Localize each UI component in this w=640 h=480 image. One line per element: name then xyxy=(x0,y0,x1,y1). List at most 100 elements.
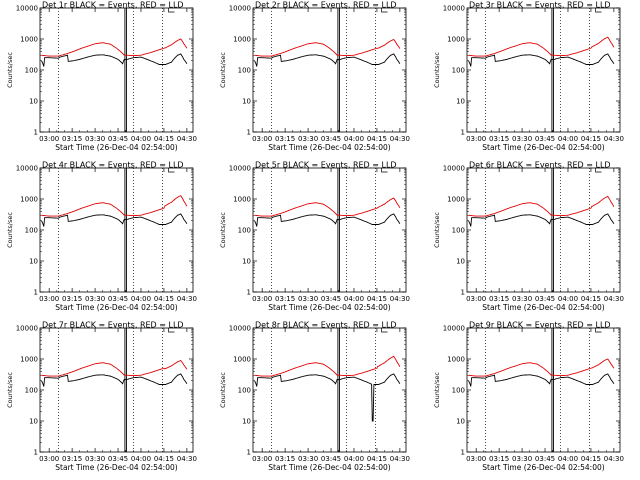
x-tick-label: 03:30 xyxy=(512,455,532,463)
y-tick-label: 10000 xyxy=(229,5,251,13)
y-tick-label: 10 xyxy=(456,258,465,266)
legend-bracket xyxy=(595,168,602,173)
series-line-lld xyxy=(41,195,188,217)
y-tick-label: 1 xyxy=(34,129,38,137)
x-tick-label: 03:30 xyxy=(85,455,105,463)
y-tick-label: 100 xyxy=(238,67,251,75)
series-line-lld xyxy=(468,36,615,57)
legend-bracket xyxy=(381,328,388,333)
series-line-events xyxy=(41,373,188,387)
x-tick-label: 03:15 xyxy=(62,135,82,143)
y-axis-label: Counts/sec xyxy=(6,372,14,408)
series-line-lld xyxy=(41,38,188,57)
chart-panel: Det 9r BLACK = Events, RED = LLD 1 10 100 10… xyxy=(433,321,624,473)
series-line-lld xyxy=(254,38,401,57)
x-tick-label: 04:30 xyxy=(390,455,410,463)
x-tick-label: 03:15 xyxy=(489,135,509,143)
y-tick-label: 100 xyxy=(25,67,38,75)
x-tick-label: 04:30 xyxy=(604,135,624,143)
y-tick-label: 1 xyxy=(34,289,38,297)
x-tick-label: 04:15 xyxy=(154,295,174,303)
y-tick-label: 100 xyxy=(452,387,465,395)
legend-bracket xyxy=(595,328,602,333)
x-tick-label: 04:30 xyxy=(177,295,197,303)
y-axis-label: Counts/sec xyxy=(433,212,441,248)
x-axis-label: Start Time (26-Dec-04 02:54:00) xyxy=(55,303,177,312)
x-tick-label: 04:15 xyxy=(581,295,601,303)
x-tick-label: 03:45 xyxy=(108,135,128,143)
plot-frame xyxy=(39,167,194,293)
x-tick-label: 04:00 xyxy=(131,135,151,143)
y-tick-label: 100 xyxy=(25,227,38,235)
y-tick-label: 1 xyxy=(247,289,251,297)
x-axis-label: Start Time (26-Dec-04 02:54:00) xyxy=(482,143,604,152)
series-line-events xyxy=(41,213,188,227)
panel-title: Det 8r BLACK = Events, RED = LLD xyxy=(255,321,397,330)
y-tick-label: 10000 xyxy=(16,325,38,333)
x-tick-label: 03:45 xyxy=(108,455,128,463)
plot-frame xyxy=(252,327,407,453)
y-tick-label: 1 xyxy=(461,449,465,457)
y-tick-label: 1 xyxy=(461,289,465,297)
x-tick-label: 04:30 xyxy=(604,455,624,463)
x-tick-label: 04:30 xyxy=(390,295,410,303)
plot-frame xyxy=(39,7,194,133)
x-tick-label: 03:00 xyxy=(39,295,59,303)
x-tick-label: 04:00 xyxy=(131,295,151,303)
plot-frame xyxy=(466,7,621,133)
legend-bracket xyxy=(168,8,175,13)
panel-title: Det 4r BLACK = Events, RED = LLD xyxy=(42,161,184,170)
x-tick-label: 03:00 xyxy=(252,135,272,143)
x-tick-label: 04:15 xyxy=(154,135,174,143)
plot-frame xyxy=(466,327,621,453)
chart-panel: Det 2r BLACK = Events, RED = LLD 1 10 100 10… xyxy=(219,1,410,153)
y-tick-label: 10 xyxy=(29,258,38,266)
series-line-events xyxy=(254,373,401,422)
series-line-lld xyxy=(41,359,188,377)
x-tick-label: 03:45 xyxy=(321,295,341,303)
y-tick-label: 1000 xyxy=(233,356,251,364)
x-axis-label: Start Time (26-Dec-04 02:54:00) xyxy=(268,143,390,152)
y-tick-label: 10 xyxy=(242,418,251,426)
y-tick-label: 1 xyxy=(461,129,465,137)
x-tick-label: 04:15 xyxy=(367,455,387,463)
chart-panel: Det 4r BLACK = Events, RED = LLD 1 10 100 10… xyxy=(6,161,197,313)
x-tick-label: 03:30 xyxy=(298,455,318,463)
y-tick-label: 10 xyxy=(29,418,38,426)
y-tick-label: 1000 xyxy=(447,196,465,204)
x-axis-label: Start Time (26-Dec-04 02:54:00) xyxy=(482,303,604,312)
x-tick-label: 03:15 xyxy=(275,455,295,463)
y-tick-label: 10000 xyxy=(16,165,38,173)
plot-frame xyxy=(39,327,194,453)
y-tick-label: 10000 xyxy=(443,5,465,13)
y-tick-label: 100 xyxy=(25,387,38,395)
panel-title: Det 3r BLACK = Events, RED = LLD xyxy=(469,1,611,10)
chart-panel: Det 7r BLACK = Events, RED = LLD 1 10 100 10… xyxy=(6,321,197,473)
x-tick-label: 03:45 xyxy=(535,455,555,463)
x-tick-label: 03:15 xyxy=(62,455,82,463)
x-tick-label: 04:00 xyxy=(344,455,364,463)
x-tick-label: 04:30 xyxy=(177,135,197,143)
series-line-lld xyxy=(254,355,401,377)
x-axis-label: Start Time (26-Dec-04 02:54:00) xyxy=(268,463,390,472)
x-tick-label: 03:30 xyxy=(85,295,105,303)
y-tick-label: 1000 xyxy=(20,196,38,204)
y-tick-label: 1 xyxy=(34,449,38,457)
x-tick-label: 03:15 xyxy=(62,295,82,303)
chart-panel: Det 8r BLACK = Events, RED = LLD 1 10 100 10… xyxy=(219,321,410,473)
x-tick-label: 04:15 xyxy=(154,455,174,463)
y-tick-label: 1000 xyxy=(447,36,465,44)
y-tick-label: 10 xyxy=(456,418,465,426)
x-tick-label: 04:00 xyxy=(558,295,578,303)
y-tick-label: 10000 xyxy=(443,165,465,173)
x-tick-label: 03:30 xyxy=(512,295,532,303)
x-tick-label: 03:00 xyxy=(466,455,486,463)
series-line-lld xyxy=(254,197,401,217)
x-tick-label: 03:00 xyxy=(252,455,272,463)
x-tick-label: 04:00 xyxy=(558,455,578,463)
x-tick-label: 03:00 xyxy=(252,295,272,303)
series-line-events xyxy=(468,373,615,387)
y-tick-label: 1000 xyxy=(20,36,38,44)
y-tick-label: 10 xyxy=(29,98,38,106)
y-tick-label: 10000 xyxy=(443,325,465,333)
